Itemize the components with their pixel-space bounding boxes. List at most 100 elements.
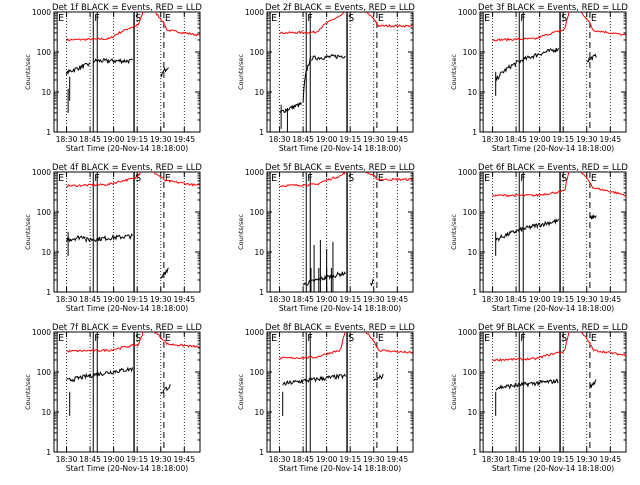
x-tick-label: 19:00 <box>529 135 551 144</box>
x-tick-label: 19:45 <box>173 135 195 144</box>
events-series-line <box>66 366 133 383</box>
lld-series-line <box>492 172 626 198</box>
x-tick-label: 19:30 <box>576 135 598 144</box>
marker-letter: F <box>520 13 525 24</box>
marker-letter: S <box>348 173 354 184</box>
x-tick-label: 19:15 <box>126 455 148 464</box>
panel-title: Det 1f BLACK = Events, RED = LLD <box>52 3 202 13</box>
y-tick-label: 100 <box>250 368 265 377</box>
y-tick-label: 1 <box>472 128 477 137</box>
detector-panel-5: Det 5f BLACK = Events, RED = LLD 1 10 100 10… <box>237 163 415 313</box>
x-tick-label: 19:45 <box>599 455 621 464</box>
y-tick-label: 1000 <box>458 8 477 17</box>
x-tick-label: 19:45 <box>386 135 408 144</box>
marker-letter: F <box>94 333 99 344</box>
y-tick-label: 1000 <box>458 168 477 177</box>
y-tick-label: 100 <box>463 368 478 377</box>
y-tick-label: 100 <box>37 368 52 377</box>
x-tick-label: 19:15 <box>126 135 148 144</box>
x-tick-label: 19:45 <box>599 295 621 304</box>
events-series-line <box>370 278 375 287</box>
x-axis-label: Start Time (20-Nov-14 18:18:00) <box>279 144 401 153</box>
x-tick-label: 19:15 <box>339 135 361 144</box>
marker-letter: F <box>94 173 99 184</box>
marker-letter: E <box>378 173 384 184</box>
y-tick-label: 10 <box>41 88 51 97</box>
marker-letter: F <box>307 13 312 24</box>
events-series-line <box>495 378 559 391</box>
x-tick-label: 18:30 <box>56 455 78 464</box>
plot-frame <box>266 171 414 293</box>
panel-title: Det 5f BLACK = Events, RED = LLD <box>265 163 415 173</box>
y-axis-label: Counts/sec <box>450 54 458 90</box>
x-tick-label: 19:00 <box>103 295 125 304</box>
x-tick-label: 19:15 <box>552 455 574 464</box>
x-tick-label: 19:15 <box>552 295 574 304</box>
panel-title: Det 2f BLACK = Events, RED = LLD <box>265 3 415 13</box>
y-tick-label: 10 <box>467 88 477 97</box>
y-tick-label: 1000 <box>245 8 264 17</box>
x-tick-label: 18:30 <box>269 295 291 304</box>
x-tick-label: 19:15 <box>552 135 574 144</box>
x-tick-label: 19:45 <box>386 295 408 304</box>
x-tick-label: 19:00 <box>103 455 125 464</box>
marker-letter: E <box>58 13 64 24</box>
plot-frame <box>266 11 414 133</box>
x-axis-label: Start Time (20-Nov-14 18:18:00) <box>279 304 401 313</box>
y-tick-label: 1000 <box>458 328 477 337</box>
x-tick-label: 19:30 <box>150 455 172 464</box>
y-tick-label: 1 <box>259 128 264 137</box>
plot-frame <box>53 11 201 133</box>
x-tick-label: 18:45 <box>292 455 314 464</box>
panel-title: Det 3f BLACK = Events, RED = LLD <box>478 3 628 13</box>
marker-letter: E <box>378 13 384 24</box>
detector-panel-9: Det 9f BLACK = Events, RED = LLD 1 10 100 10… <box>450 323 628 473</box>
y-tick-label: 1 <box>46 288 51 297</box>
x-tick-label: 18:45 <box>505 455 527 464</box>
x-tick-label: 19:45 <box>173 455 195 464</box>
y-axis-label: Counts/sec <box>450 214 458 250</box>
marker-letter: E <box>271 333 277 344</box>
marker-letter: S <box>135 13 141 24</box>
marker-letter: E <box>58 173 64 184</box>
x-tick-label: 19:15 <box>126 295 148 304</box>
y-tick-label: 10 <box>254 248 264 257</box>
x-tick-label: 19:45 <box>173 295 195 304</box>
detector-panel-2: Det 2f BLACK = Events, RED = LLD 1 10 100 10… <box>237 3 415 153</box>
panel-title: Det 4f BLACK = Events, RED = LLD <box>52 163 202 173</box>
marker-letter: E <box>591 333 597 344</box>
marker-letter: E <box>591 173 597 184</box>
events-series-line <box>586 53 597 63</box>
x-tick-label: 19:30 <box>363 135 385 144</box>
x-tick-label: 19:30 <box>363 295 385 304</box>
y-tick-label: 10 <box>467 248 477 257</box>
x-tick-label: 18:30 <box>482 455 504 464</box>
y-axis-label: Counts/sec <box>24 54 32 90</box>
marker-letter: F <box>520 333 525 344</box>
marker-letter: E <box>484 13 490 24</box>
marker-letter: S <box>561 173 567 184</box>
detector-panel-6: Det 6f BLACK = Events, RED = LLD 1 10 100 10… <box>450 163 628 313</box>
events-series-line <box>302 56 312 103</box>
x-axis-label: Start Time (20-Nov-14 18:18:00) <box>66 304 188 313</box>
lld-series-line <box>66 172 200 188</box>
x-tick-label: 19:00 <box>529 455 551 464</box>
y-tick-label: 1 <box>259 448 264 457</box>
y-axis-label: Counts/sec <box>237 54 245 90</box>
y-axis-label: Counts/sec <box>450 374 458 410</box>
events-series-line <box>160 267 169 280</box>
plot-frame <box>479 11 627 133</box>
y-tick-label: 1 <box>259 288 264 297</box>
plot-frame <box>479 331 627 453</box>
panel-title: Det 6f BLACK = Events, RED = LLD <box>478 163 628 173</box>
x-tick-label: 19:00 <box>316 455 338 464</box>
events-series-line <box>303 271 346 286</box>
events-series-line <box>310 54 346 61</box>
x-tick-label: 18:30 <box>269 135 291 144</box>
lld-series-line <box>279 12 413 35</box>
panel-title: Det 8f BLACK = Events, RED = LLD <box>265 323 415 333</box>
x-tick-label: 19:45 <box>599 135 621 144</box>
marker-letter: F <box>307 173 312 184</box>
marker-letter: E <box>591 13 597 24</box>
x-tick-label: 18:30 <box>482 295 504 304</box>
